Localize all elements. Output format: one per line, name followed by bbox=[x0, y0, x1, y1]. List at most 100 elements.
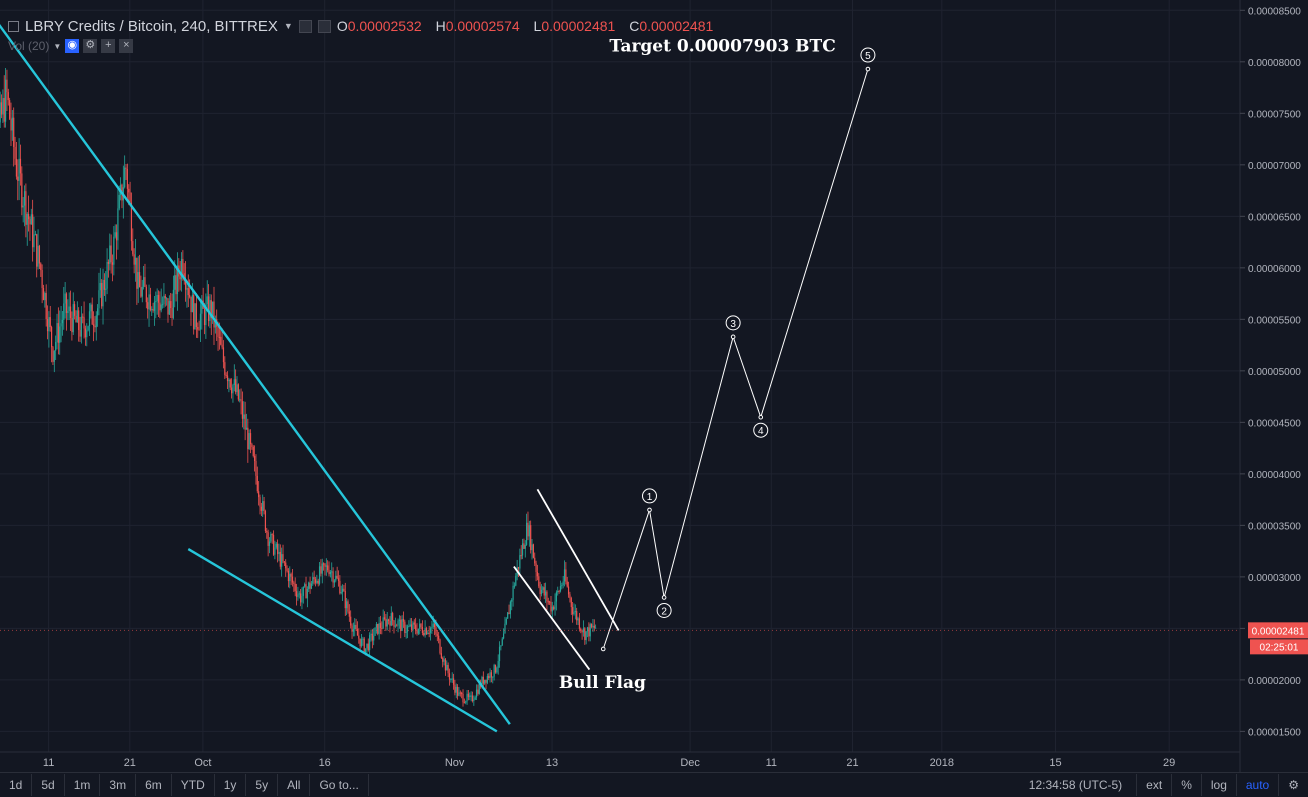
candle-down bbox=[377, 623, 379, 634]
candle-up bbox=[335, 575, 337, 581]
candle-up bbox=[72, 304, 74, 333]
x-tick-label: 29 bbox=[1163, 757, 1175, 769]
candle-up bbox=[563, 569, 566, 582]
wave-point[interactable] bbox=[647, 507, 652, 513]
settings-small-icon[interactable]: ⚙ bbox=[83, 39, 98, 53]
wave-point[interactable] bbox=[661, 595, 667, 600]
wave-label-circle bbox=[642, 488, 657, 504]
eye-icon[interactable]: ◉ bbox=[65, 39, 80, 53]
candle-up bbox=[526, 522, 528, 545]
range-6m[interactable]: 6m bbox=[136, 774, 172, 796]
trendline[interactable] bbox=[513, 566, 591, 671]
candle-up bbox=[4, 79, 7, 122]
candle-down bbox=[305, 584, 307, 599]
candle-down bbox=[452, 678, 455, 685]
range-5d[interactable]: 5d bbox=[32, 774, 65, 796]
candle-up bbox=[30, 214, 32, 225]
ohlc-values: O0.00002532 H0.00002574 L0.00002481 C0.0… bbox=[337, 18, 723, 34]
candle-down bbox=[21, 173, 23, 208]
trendline[interactable] bbox=[187, 548, 498, 733]
candle-up bbox=[551, 606, 553, 612]
candle-down bbox=[423, 632, 425, 636]
candle-down bbox=[532, 544, 534, 558]
candle-up bbox=[366, 643, 368, 649]
candle-up bbox=[465, 701, 467, 703]
range-1y[interactable]: 1y bbox=[215, 774, 247, 796]
candle-down bbox=[110, 245, 112, 263]
wave-point[interactable] bbox=[730, 334, 736, 340]
candle-down bbox=[184, 279, 187, 290]
candle-down bbox=[7, 92, 9, 101]
range-all[interactable]: All bbox=[278, 774, 311, 796]
candle-up bbox=[432, 623, 434, 628]
trendline[interactable] bbox=[0, 10, 511, 725]
candle-up bbox=[274, 547, 276, 555]
candle-down bbox=[328, 570, 330, 575]
wave-point[interactable] bbox=[600, 646, 606, 652]
range-ytd[interactable]: YTD bbox=[172, 774, 215, 796]
candle-down bbox=[523, 543, 525, 549]
candle-down bbox=[534, 557, 536, 564]
candle-up bbox=[64, 293, 66, 304]
candle-down bbox=[490, 672, 493, 678]
chart-header: LBRY Credits / Bitcoin, 240, BITTREX ▼ O… bbox=[8, 16, 723, 36]
candle-down bbox=[444, 659, 447, 671]
candle-down bbox=[553, 606, 555, 610]
candle-down bbox=[393, 620, 395, 627]
collapse-icon[interactable] bbox=[8, 20, 19, 32]
candle-up bbox=[555, 592, 557, 602]
candle-down bbox=[517, 567, 520, 569]
candle-down bbox=[459, 692, 461, 694]
candle-up bbox=[243, 414, 245, 419]
wave-label: 2 bbox=[661, 606, 667, 617]
candle-down bbox=[590, 624, 593, 628]
log-toggle[interactable]: log bbox=[1200, 774, 1236, 796]
compare-icon[interactable] bbox=[317, 19, 331, 33]
candle-up bbox=[281, 554, 283, 567]
candle-up bbox=[559, 586, 562, 592]
candle-up bbox=[60, 323, 62, 327]
candle-down bbox=[79, 330, 81, 337]
candle-down bbox=[75, 315, 77, 323]
symbol-title[interactable]: LBRY Credits / Bitcoin, 240, BITTREX bbox=[25, 17, 278, 35]
percent-toggle[interactable]: % bbox=[1171, 774, 1201, 796]
range-3m[interactable]: 3m bbox=[100, 774, 137, 796]
candle-up bbox=[233, 379, 235, 385]
range-1m[interactable]: 1m bbox=[65, 774, 101, 796]
candle-up bbox=[118, 194, 120, 209]
y-tick-label: 0.00006500 bbox=[1248, 212, 1301, 223]
candle-up bbox=[148, 294, 150, 310]
add-icon[interactable]: + bbox=[101, 39, 116, 53]
dropdown-caret-icon[interactable]: ▼ bbox=[283, 21, 293, 31]
volume-label[interactable]: Vol (20) bbox=[8, 39, 50, 53]
candle-up bbox=[166, 298, 168, 300]
candle-down bbox=[198, 329, 200, 331]
candle-up bbox=[369, 635, 371, 651]
goto-button[interactable]: Go to... bbox=[310, 774, 369, 796]
candle-up bbox=[329, 571, 331, 575]
price-chart[interactable]: 0.000015000.000020000.000025000.00003000… bbox=[0, 0, 1308, 772]
range-5y[interactable]: 5y bbox=[246, 774, 279, 796]
trendline[interactable] bbox=[536, 488, 620, 631]
gear-icon[interactable]: ⚙ bbox=[1278, 774, 1308, 796]
candle-down bbox=[461, 692, 463, 695]
range-1d[interactable]: 1d bbox=[0, 774, 33, 796]
dropdown-caret-icon[interactable]: ▼ bbox=[53, 41, 62, 51]
settings-icon[interactable] bbox=[298, 19, 312, 33]
candle-down bbox=[520, 555, 522, 557]
candle-down bbox=[0, 102, 3, 115]
auto-toggle[interactable]: auto bbox=[1235, 774, 1278, 796]
candle-down bbox=[25, 191, 27, 225]
ext-toggle[interactable]: ext bbox=[1136, 774, 1171, 796]
close-icon[interactable]: × bbox=[119, 39, 134, 53]
wave-point[interactable] bbox=[758, 414, 764, 420]
candle-up bbox=[245, 427, 248, 430]
candle-up bbox=[156, 294, 158, 302]
candle-up bbox=[134, 257, 137, 265]
candle-up bbox=[214, 319, 216, 328]
candle-down bbox=[266, 530, 268, 533]
wave-point[interactable] bbox=[865, 66, 871, 72]
candle-up bbox=[489, 672, 491, 679]
elliott-wave-path[interactable] bbox=[602, 68, 869, 650]
candle-up bbox=[374, 627, 376, 636]
